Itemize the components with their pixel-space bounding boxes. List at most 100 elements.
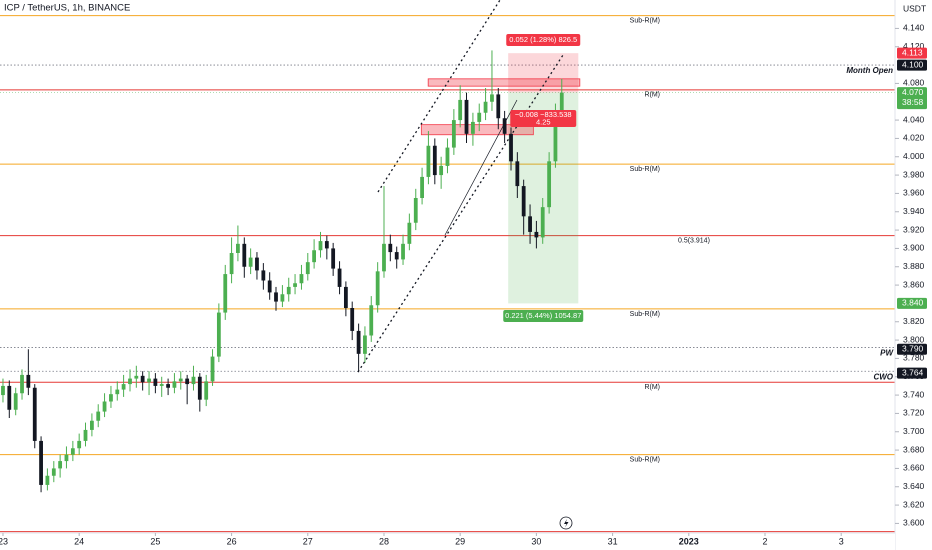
y-tick-label: 4.080 xyxy=(903,78,925,88)
y-tick-label: 4.020 xyxy=(903,133,925,143)
level-label: Sub-R(M) xyxy=(630,457,660,464)
price-countdown: 38:58 xyxy=(902,97,924,107)
candle-body xyxy=(51,468,56,476)
candle-body xyxy=(324,241,329,249)
candle-body xyxy=(280,294,285,302)
candle-body xyxy=(394,252,399,260)
price-badge xyxy=(897,297,927,309)
y-tick-label: 3.660 xyxy=(903,463,925,473)
level-label: R(M) xyxy=(644,384,660,391)
candle-body xyxy=(64,454,69,462)
trend-line xyxy=(444,99,518,236)
candle-body xyxy=(375,271,380,306)
candle-body xyxy=(26,374,31,388)
price-badge-label: 4.070 xyxy=(902,87,924,97)
candle-body xyxy=(350,308,355,331)
price-badge-label: 3.790 xyxy=(902,344,924,354)
level-label: Sub-R(M) xyxy=(630,17,660,24)
candle-body xyxy=(267,280,272,293)
time-axis xyxy=(0,533,895,550)
y-tick-label: 3.940 xyxy=(903,206,925,216)
candle-body xyxy=(337,268,342,287)
y-tick-label: 4.140 xyxy=(903,23,925,33)
level-tag: Month Open xyxy=(846,66,893,75)
candle-body xyxy=(388,243,393,253)
candle-body xyxy=(534,231,539,238)
y-tick-label: 3.600 xyxy=(903,518,925,528)
y-tick-label: 3.920 xyxy=(903,224,925,234)
currency: USDT xyxy=(903,3,926,13)
overlay: 0.052 (1.28%) 826.5 0.221 (5.44%) 1054.87… xyxy=(503,34,894,381)
y-tick-label: 3.900 xyxy=(903,243,925,253)
y-tick-label: 3.800 xyxy=(903,334,925,344)
candle-body xyxy=(109,394,113,402)
candle-body xyxy=(166,384,171,388)
candle-body xyxy=(343,286,348,308)
candle-body xyxy=(58,461,63,469)
candle-body xyxy=(45,475,50,485)
y-tick-label: 3.620 xyxy=(903,499,925,509)
x-tick-label: 27 xyxy=(303,536,313,546)
level-label: 0.5(3.914) xyxy=(678,237,710,244)
candle-body xyxy=(509,133,513,162)
x-tick-label: 2 xyxy=(762,536,767,546)
y-tick-label: 4.040 xyxy=(903,114,925,124)
candle-body xyxy=(293,283,297,287)
candle-body xyxy=(102,401,107,412)
y-tick-label: 4.000 xyxy=(903,151,925,161)
candle-body xyxy=(464,99,469,134)
candle-body xyxy=(439,165,444,176)
chart-title: ICP / TetherUS, 1h, BINANCE xyxy=(4,3,130,14)
candle-body xyxy=(305,262,310,275)
candle-body xyxy=(204,381,209,400)
candle-body xyxy=(477,112,482,122)
level-label: R(M) xyxy=(644,92,660,99)
x-tick-label: 25 xyxy=(150,536,160,546)
level-tag: PW xyxy=(880,349,894,358)
x-tick-label: 30 xyxy=(531,536,541,546)
y-tick-label: 3.980 xyxy=(903,169,925,179)
candle-body xyxy=(248,257,253,267)
x-tick-label: 2023 xyxy=(679,536,699,546)
candle-body xyxy=(312,250,317,263)
price-badge-label: 3.840 xyxy=(902,298,924,308)
supply-zone xyxy=(420,124,534,136)
candle-body xyxy=(274,292,278,302)
candle-body xyxy=(7,385,12,410)
y-tick-label: 3.640 xyxy=(903,481,925,491)
candle-body xyxy=(134,375,139,379)
candle-body xyxy=(90,420,94,430)
candle-body xyxy=(432,145,437,176)
level-tag: CWO xyxy=(873,372,893,381)
candle-body xyxy=(172,381,177,388)
candle-body xyxy=(426,145,431,177)
pnl-bg xyxy=(510,110,577,127)
candle-body xyxy=(547,161,552,208)
candle-body xyxy=(553,112,558,162)
candle-body xyxy=(331,248,336,269)
y-tick-label: 3.880 xyxy=(903,261,925,271)
x-tick-label: 3 xyxy=(839,536,844,546)
y-tick-label: 3.700 xyxy=(903,426,925,436)
candle-body xyxy=(223,274,228,313)
candle-body xyxy=(299,274,304,284)
x-tick-label: 31 xyxy=(608,536,618,546)
candle-body xyxy=(382,243,386,272)
level-label: Sub-R(M) xyxy=(630,311,660,318)
pnl-label: −0.008 −833.538 xyxy=(515,110,572,119)
candle-body xyxy=(496,94,501,119)
candle-body xyxy=(356,330,361,354)
candle-body xyxy=(13,393,18,410)
candle-body xyxy=(39,440,43,485)
candle-body xyxy=(216,312,221,357)
qty-label: 4.25 xyxy=(536,117,551,126)
candle-body xyxy=(420,176,424,198)
price-badge-label: 4.113 xyxy=(902,47,923,57)
stop-label-bg xyxy=(506,34,581,46)
candle-body xyxy=(369,305,374,336)
candle-body xyxy=(191,376,196,385)
candle-body xyxy=(242,243,247,267)
supply-zone xyxy=(427,78,581,87)
candle-body xyxy=(159,384,164,386)
x-tick-label: 28 xyxy=(379,536,389,546)
